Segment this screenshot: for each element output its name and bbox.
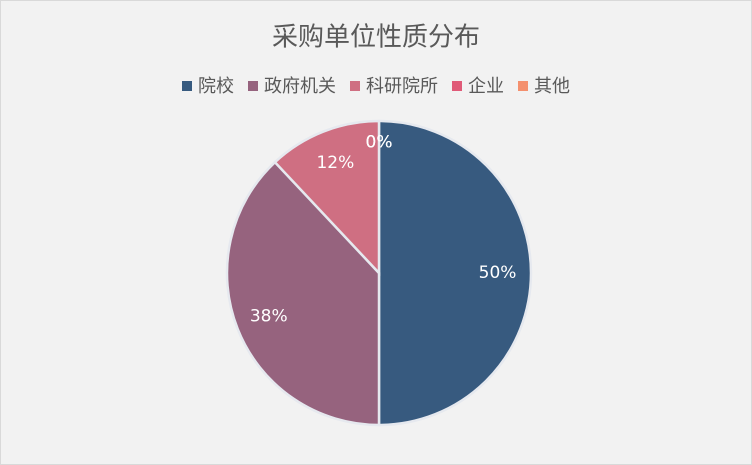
legend-label: 其他 xyxy=(534,76,570,97)
legend-label: 院校 xyxy=(198,76,234,97)
legend-marker xyxy=(248,81,258,91)
legend-item: 政府机关 xyxy=(248,76,336,97)
data-label: 0% xyxy=(366,132,393,152)
data-label: 0% xyxy=(366,132,393,152)
legend-label: 科研院所 xyxy=(366,76,438,97)
legend-item: 科研院所 xyxy=(350,76,438,97)
legend-label: 政府机关 xyxy=(264,76,336,97)
pie xyxy=(225,119,533,427)
legend-item: 其他 xyxy=(518,76,570,97)
pie-slice xyxy=(273,119,381,277)
legend-label: 企业 xyxy=(468,76,504,97)
legend-item: 企业 xyxy=(452,76,504,97)
chart-title: 采购单位性质分布 xyxy=(272,23,480,53)
legend-marker xyxy=(452,81,462,91)
legend: 院校 政府机关 科研院所 企业 其他 xyxy=(182,76,570,97)
data-labels: 50%38%12%0%0% xyxy=(250,132,517,326)
pie-slice xyxy=(377,119,533,427)
legend-marker xyxy=(350,81,360,91)
data-label: 50% xyxy=(479,263,517,283)
data-label: 38% xyxy=(250,307,288,327)
legend-marker xyxy=(518,81,528,91)
pie-slice xyxy=(225,160,381,427)
legend-item: 院校 xyxy=(182,76,234,97)
data-label: 12% xyxy=(316,153,354,173)
legend-marker xyxy=(182,81,192,91)
